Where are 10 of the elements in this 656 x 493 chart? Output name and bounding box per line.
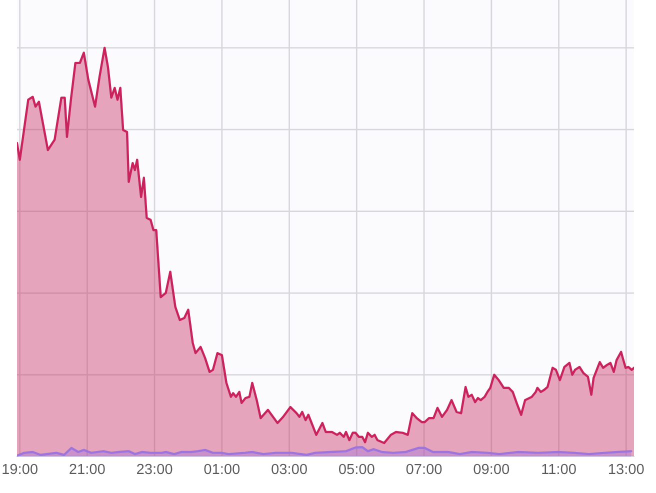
x-tick-label: 09:00 xyxy=(474,464,510,474)
x-tick-label: 03:00 xyxy=(272,464,307,474)
x-tick-label: 13:00 xyxy=(609,464,644,474)
x-tick-label: 23:00 xyxy=(137,464,172,474)
x-tick-label: 01:00 xyxy=(204,464,240,474)
x-tick-label: 21:00 xyxy=(70,464,105,474)
x-tick-label: 05:00 xyxy=(338,464,374,474)
x-tick-label: 19:00 xyxy=(2,464,38,474)
x-tick-label: 07:00 xyxy=(406,464,442,474)
x-tick-label: 11:00 xyxy=(542,464,576,474)
